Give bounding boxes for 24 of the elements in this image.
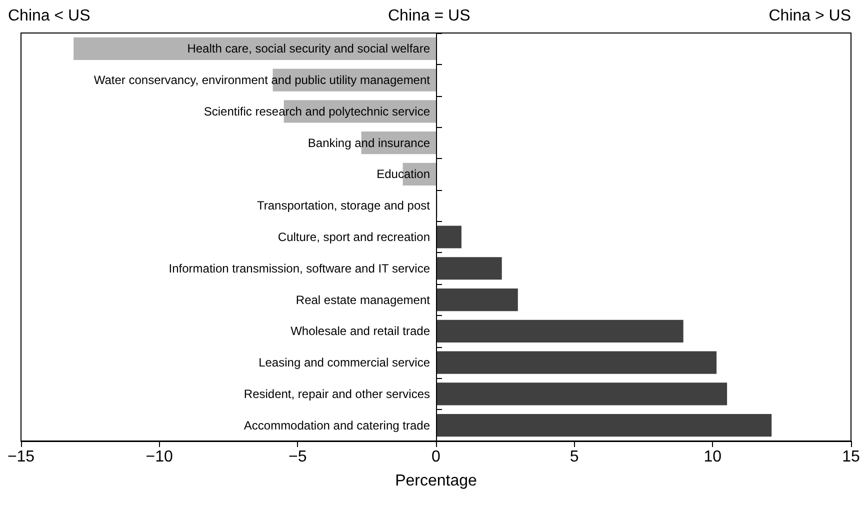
y-tick-label: Resident, repair and other services — [244, 386, 430, 401]
x-tick-label: −10 — [146, 448, 174, 466]
x-tick-label: 0 — [432, 448, 441, 466]
text: China > US — [768, 8, 851, 24]
y-tick-label: Banking and insurance — [308, 136, 430, 150]
x-tick-label: 15 — [842, 448, 860, 466]
y-tick-label: Accommodation and catering trade — [244, 418, 430, 432]
y-tick-label: Leasing and commercial service — [258, 356, 430, 370]
y-tick-label: Education — [376, 167, 430, 182]
y-tick-label: Culture, sport and recreation — [278, 230, 430, 244]
text: China < US — [8, 8, 90, 24]
y-tick-label: Transportation, storage and post — [257, 198, 431, 213]
x-tick-label: 10 — [704, 448, 722, 466]
y-tick-label: Health care, social security and social welfare — [187, 42, 430, 56]
text: China = US — [388, 8, 470, 24]
x-tick-label: −5 — [288, 448, 307, 466]
y-tick-label: Real estate management — [296, 292, 431, 307]
y-tick-label: Scientific research and polytechnic service — [204, 104, 430, 118]
x-tick-label: −15 — [7, 448, 35, 466]
x-tick-label: 5 — [570, 448, 579, 466]
y-tick-label: Wholesale and retail trade — [290, 324, 430, 338]
y-tick-label: Information transmission, software and IT service — [168, 261, 430, 276]
y-tick-label: Water conservancy, environment and public utility management — [94, 73, 431, 88]
x-axis-title: Percentage — [395, 472, 478, 490]
